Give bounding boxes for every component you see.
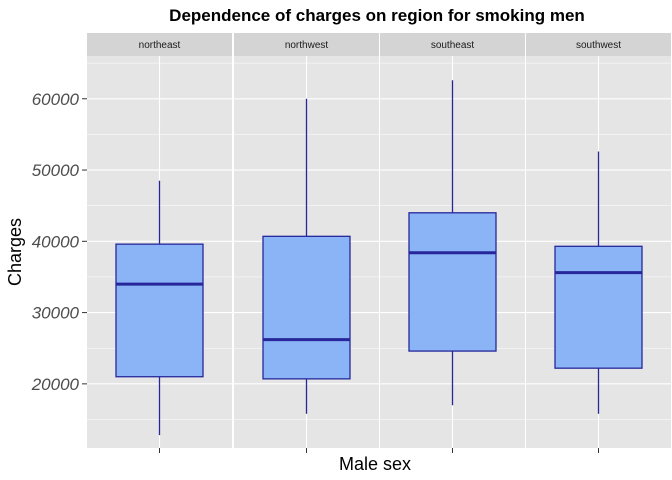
facet-strip [380, 33, 525, 56]
facet-strip [526, 33, 671, 56]
box-northeast [115, 243, 204, 378]
y-tick-label: 30000 [32, 304, 80, 323]
facet-panel-northeast: northeast [87, 33, 232, 453]
facet-strip [234, 33, 379, 56]
facet-strip [87, 33, 232, 56]
facet-strip-label: northeast [139, 40, 181, 51]
chart-title: Dependence of charges on region for smok… [169, 6, 585, 25]
facet-strip-label: northwest [285, 40, 329, 51]
facet-panels: northeast northwest southeast southwest [87, 33, 671, 453]
facet-strip-label: southeast [431, 40, 475, 51]
x-axis-title: Male sex [339, 454, 411, 474]
box-northwest [262, 235, 351, 380]
y-axis: 20000 30000 40000 50000 60000 [31, 90, 87, 394]
facet-strip-label: southwest [576, 40, 621, 51]
y-tick-label: 40000 [32, 232, 80, 251]
y-tick-label: 50000 [32, 161, 80, 180]
y-tick-label: 20000 [31, 375, 80, 394]
facet-panel-southeast: southeast [380, 33, 525, 453]
y-tick-label: 60000 [32, 90, 80, 109]
facet-panel-southwest: southwest [526, 33, 671, 453]
box-southwest [554, 245, 643, 369]
facet-panel-northwest: northwest [234, 33, 379, 453]
y-axis-title: Charges [5, 218, 25, 286]
box-southeast [408, 212, 497, 352]
